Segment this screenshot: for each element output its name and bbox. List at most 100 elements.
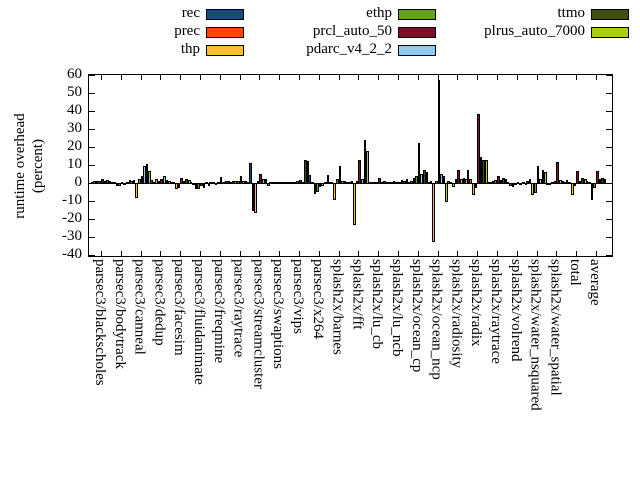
bar-ethp (474, 183, 478, 188)
y-tick-label: -40 (62, 246, 82, 262)
bar-prcl_auto_50 (556, 162, 559, 184)
bar-rec (585, 181, 589, 184)
x-tick-label: total (567, 259, 584, 286)
bar-ethp (336, 179, 339, 184)
x-tick-mark (477, 75, 479, 80)
x-tick-label: parsec3/bodytrack (111, 259, 128, 369)
bar-prec (568, 182, 571, 184)
x-tick-mark (101, 75, 102, 80)
x-tick-mark (536, 251, 538, 256)
legend-swatch-plrus_auto_7000 (591, 27, 629, 38)
x-tick-mark (140, 75, 142, 80)
bar-prcl_auto_50 (536, 165, 540, 184)
bar-rec (506, 182, 509, 184)
y-tick-mark (89, 219, 95, 220)
bar-prec (311, 182, 314, 184)
y-tick-mark (89, 183, 95, 184)
x-tick-mark (299, 251, 300, 256)
y-tick-label: 40 (67, 102, 82, 118)
bar-ttmo (363, 139, 367, 184)
x-tick-mark (437, 251, 439, 256)
bar-ttmo (482, 159, 485, 184)
bar-prcl_auto_50 (477, 113, 480, 184)
bar-ethp (435, 181, 438, 184)
bar-thp (135, 183, 138, 199)
bar-ethp (316, 183, 319, 193)
bar-pdarc_v4_2_2 (163, 175, 166, 184)
y-tick-label: 60 (67, 66, 82, 82)
bar-prcl_auto_50 (318, 183, 322, 187)
x-tick-mark (180, 75, 182, 80)
bar-prcl_auto_50 (259, 174, 262, 184)
x-tick-mark (358, 251, 360, 256)
bar-thp (333, 183, 336, 201)
y-tick-mark (89, 237, 95, 238)
y-tick-mark (89, 165, 95, 166)
x-tick-label: splash2x/radiosity (448, 259, 465, 369)
bar-pdarc_v4_2_2 (380, 182, 384, 184)
bar-pdarc_v4_2_2 (222, 182, 225, 184)
legend-swatch-thp (206, 45, 244, 56)
x-tick-label: splash2x/fft (349, 259, 366, 330)
y-tick-mark (606, 75, 612, 76)
y-tick-label: 0 (74, 174, 83, 190)
x-tick-mark (239, 251, 241, 256)
bar-prcl_auto_50 (120, 182, 124, 184)
y-tick-mark (606, 129, 612, 130)
y-tick-mark (606, 201, 612, 202)
bar-thp (95, 181, 99, 184)
bar-ttmo (581, 177, 584, 184)
bar-rec (447, 181, 450, 184)
x-tick-mark (576, 75, 578, 80)
x-tick-label: parsec3/streamcluster (250, 259, 267, 389)
x-tick-mark (338, 251, 340, 256)
bar-rec (169, 182, 173, 184)
x-tick-mark (160, 75, 162, 80)
bar-ethp (454, 179, 458, 184)
bar-plrus_auto_7000 (524, 183, 528, 185)
bar-thp (194, 183, 198, 190)
bar-rec (249, 163, 252, 184)
y-tick-label: -10 (62, 192, 82, 208)
bar-prec (469, 179, 472, 184)
bar-ethp (494, 180, 497, 184)
bar-prec (390, 182, 393, 184)
bar-prcl_auto_50 (180, 177, 183, 184)
x-tick-mark (378, 75, 380, 80)
x-tick-mark (279, 251, 281, 256)
bar-ttmo (522, 182, 525, 184)
bar-rec (407, 182, 410, 184)
bar-pdarc_v4_2_2 (202, 183, 206, 188)
bar-prec (132, 180, 136, 184)
x-tick-label: parsec3/x264 (309, 259, 326, 339)
x-tick-mark (200, 251, 201, 256)
bar-thp (175, 183, 178, 190)
bar-rec (387, 182, 391, 184)
bar-pdarc_v4_2_2 (420, 174, 423, 184)
bar-prcl_auto_50 (219, 176, 223, 184)
legend-label-prec: prec (174, 23, 200, 39)
bar-rec (150, 180, 153, 184)
bar-ttmo (423, 170, 426, 184)
bar-prcl_auto_50 (576, 171, 579, 184)
bar-plrus_auto_7000 (267, 183, 270, 186)
bar-thp (432, 183, 435, 242)
legend-label-prcl_auto_50: prcl_auto_50 (312, 23, 392, 39)
bar-ethp (296, 181, 299, 184)
bar-prcl_auto_50 (140, 175, 144, 184)
bar-ethp (415, 175, 418, 184)
x-tick-label: average (587, 259, 603, 306)
x-tick-mark (140, 251, 142, 256)
legend-label-rec: rec (181, 5, 200, 21)
bar-pdarc_v4_2_2 (479, 156, 483, 184)
bar-prcl_auto_50 (338, 165, 342, 184)
bar-pdarc_v4_2_2 (578, 181, 582, 184)
bar-prcl_auto_50 (516, 182, 520, 184)
legend-label-plrus_auto_7000: plrus_auto_7000 (484, 23, 585, 39)
legend-swatch-ethp (398, 9, 436, 20)
bar-rec (288, 182, 292, 184)
bar-pdarc_v4_2_2 (519, 183, 522, 185)
x-tick-mark (536, 75, 538, 80)
y-tick-mark (606, 237, 612, 238)
bar-plrus_auto_7000 (603, 178, 607, 184)
